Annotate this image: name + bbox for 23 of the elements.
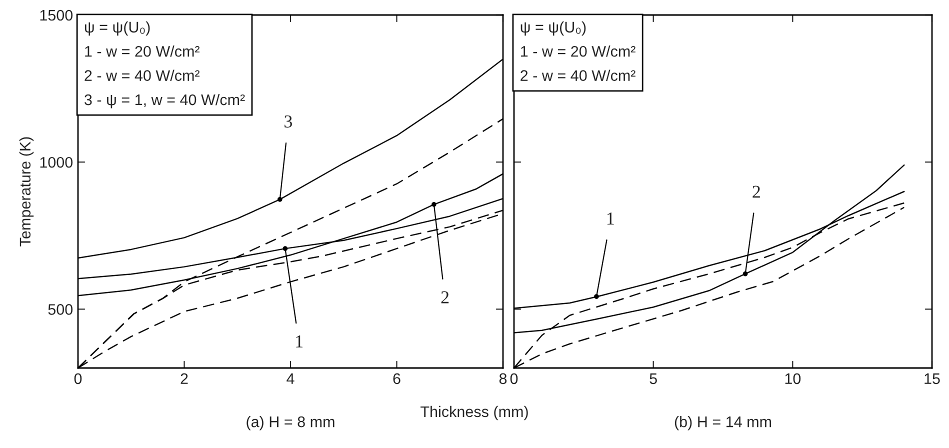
text: (b) H = 14 mm [674, 416, 772, 430]
y-tick-label: 1500 [40, 10, 73, 21]
x-tick-label: 2 [180, 373, 188, 384]
x-tick-label: 6 [393, 373, 400, 384]
y-tick-label: 1000 [40, 156, 73, 168]
annotation: 2 [752, 186, 760, 198]
x-tick-label: 4 [286, 373, 294, 384]
x-tick-label: 0 [74, 373, 82, 384]
annotation: ψ = ψ(U₀) 1 - w = 20 W/cm² 2 - w = 40 W/cm² [520, 21, 636, 81]
y-axis-title: Temperature (K) [19, 137, 34, 246]
x-axis-title: Thickness (mm) [420, 406, 528, 420]
x-tick-label: 5 [650, 373, 657, 384]
x-tick-label: 8 [499, 373, 507, 384]
annotation: 1 [607, 212, 614, 224]
annotation: 2 [441, 291, 449, 304]
x-tick-label: 15 [924, 373, 940, 384]
annotation: 1 [296, 335, 303, 348]
annotation: 3 [284, 115, 292, 128]
x-tick-label: 10 [785, 373, 801, 384]
y-tick-label: 500 [48, 304, 73, 315]
annotation: ψ = ψ(U₀) 1 - w = 20 W/cm² 2 - w = 40 W/cm² 3 - ψ = 1, w = 40 W/cm² [84, 21, 245, 108]
x-tick-label: 0 [510, 373, 518, 384]
text: (a) H = 8 mm [246, 416, 334, 430]
